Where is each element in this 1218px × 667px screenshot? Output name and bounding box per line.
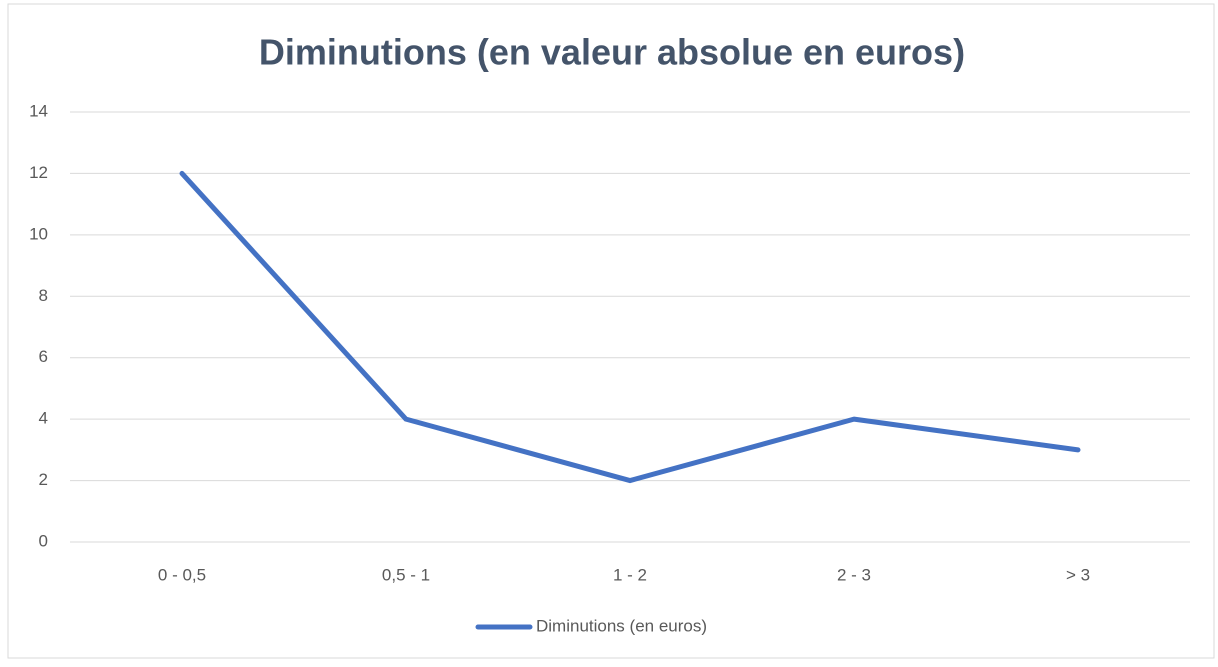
- y-tick-label: 12: [29, 163, 48, 182]
- chart-title: Diminutions (en valeur absolue en euros): [259, 32, 965, 73]
- x-tick-label: 2 - 3: [837, 565, 871, 584]
- y-tick-label: 8: [39, 286, 48, 305]
- x-tick-label: 1 - 2: [613, 565, 647, 584]
- y-tick-label: 10: [29, 224, 48, 243]
- y-tick-label: 0: [39, 531, 48, 550]
- y-tick-label: 2: [39, 470, 48, 489]
- chart-border: [7, 3, 1215, 659]
- y-tick-label: 6: [39, 347, 48, 366]
- x-tick-label: > 3: [1066, 565, 1090, 584]
- legend-label: Diminutions (en euros): [536, 616, 707, 635]
- line: [179, 170, 1081, 484]
- y-tick-label: 4: [39, 409, 48, 428]
- y-tick-label: 14: [29, 101, 48, 120]
- x-tick-label: 0,5 - 1: [382, 565, 430, 584]
- x-tick-label: 0 - 0,5: [158, 565, 206, 584]
